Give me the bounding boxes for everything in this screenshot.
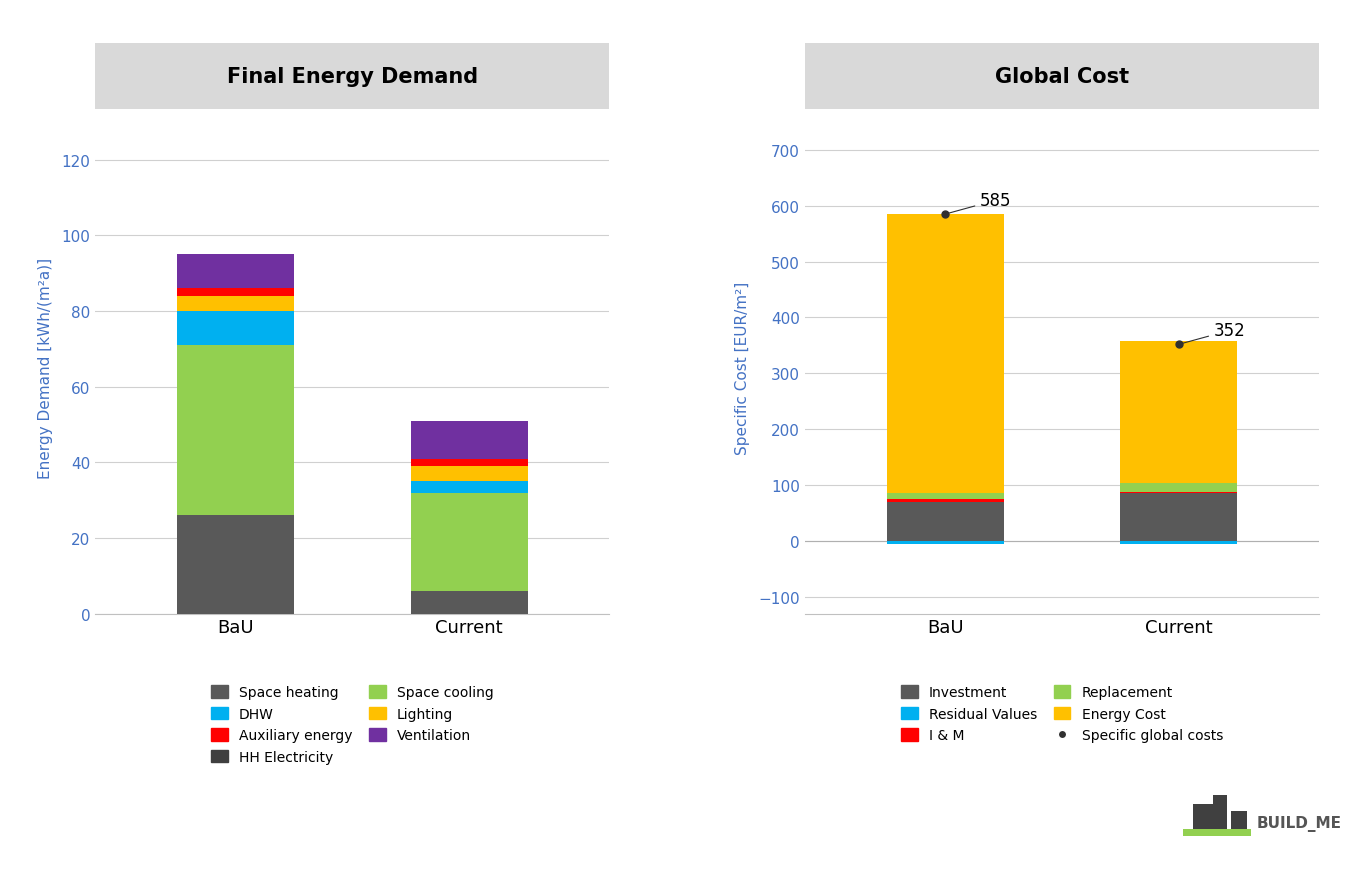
- Y-axis label: Specific Cost [EUR/m²]: Specific Cost [EUR/m²]: [736, 282, 751, 455]
- Bar: [177, 311, 294, 346]
- Y-axis label: Energy Demand [kWh/(m²a)]: Energy Demand [kWh/(m²a)]: [38, 258, 53, 479]
- Bar: [887, 541, 1004, 544]
- Bar: [177, 516, 294, 614]
- Text: Global Cost: Global Cost: [996, 68, 1129, 87]
- Bar: [411, 591, 528, 614]
- Bar: [887, 215, 1004, 494]
- Bar: [1121, 494, 1238, 541]
- Bar: [177, 255, 294, 289]
- Text: 585: 585: [948, 192, 1012, 214]
- Bar: [177, 289, 294, 296]
- Bar: [1121, 342, 1238, 484]
- Legend: Investment, Residual Values, I & M, Replacement, Energy Cost, Specific global co: Investment, Residual Values, I & M, Repl…: [896, 680, 1228, 748]
- Text: BUILD_ME: BUILD_ME: [1257, 815, 1341, 831]
- Bar: [411, 459, 528, 467]
- Legend: Space heating, DHW, Auxiliary energy, HH Electricity, Space cooling, Lighting, V: Space heating, DHW, Auxiliary energy, HH…: [205, 680, 499, 770]
- Bar: [411, 481, 528, 493]
- Bar: [887, 503, 1004, 541]
- Bar: [177, 346, 294, 516]
- Text: 352: 352: [1182, 322, 1246, 344]
- Bar: [1121, 492, 1238, 494]
- Bar: [887, 494, 1004, 500]
- Bar: [1121, 541, 1238, 544]
- Bar: [1121, 484, 1238, 492]
- Bar: [411, 421, 528, 459]
- Bar: [411, 467, 528, 481]
- Bar: [411, 493, 528, 591]
- Bar: [177, 296, 294, 311]
- Bar: [887, 500, 1004, 503]
- Text: Final Energy Demand: Final Energy Demand: [227, 68, 477, 87]
